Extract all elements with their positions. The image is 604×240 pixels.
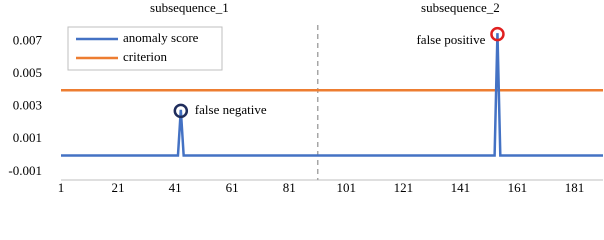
section-label: subsequence_2	[421, 0, 500, 15]
x-tick-label: 1	[58, 180, 65, 195]
line-series	[61, 33, 603, 157]
x-tick-label: 61	[226, 180, 239, 195]
y-tick-label: 0.005	[13, 65, 42, 80]
x-tick-label: 21	[112, 180, 125, 195]
annotation-label: false positive	[416, 32, 485, 47]
x-tick-label: 101	[337, 180, 357, 195]
y-tick-label: 0.001	[13, 130, 42, 145]
annotation-marker	[490, 26, 505, 42]
page: -0.001 0.001 0.003 0.005 0.007 1 21 41 61 81 101 12…	[8, 0, 603, 195]
y-tick-label: -0.001	[8, 163, 42, 178]
annotation-marker	[173, 103, 189, 119]
legend-label: anomaly score	[123, 30, 199, 45]
section-label: subsequence_1	[150, 0, 229, 15]
x-tick-label: 141	[451, 180, 471, 195]
x-tick-label: 181	[565, 180, 585, 195]
x-tick-label: 41	[169, 180, 182, 195]
annotation-label: false negative	[195, 102, 267, 117]
legend-label: criterion	[123, 49, 168, 64]
y-tick-label: 0.003	[13, 98, 42, 113]
legend-box	[67, 26, 223, 71]
y-tick-label: 0.007	[13, 32, 43, 47]
x-tick-label: 161	[508, 180, 528, 195]
x-tick-label: 81	[283, 180, 296, 195]
x-tick-label: 121	[394, 180, 414, 195]
